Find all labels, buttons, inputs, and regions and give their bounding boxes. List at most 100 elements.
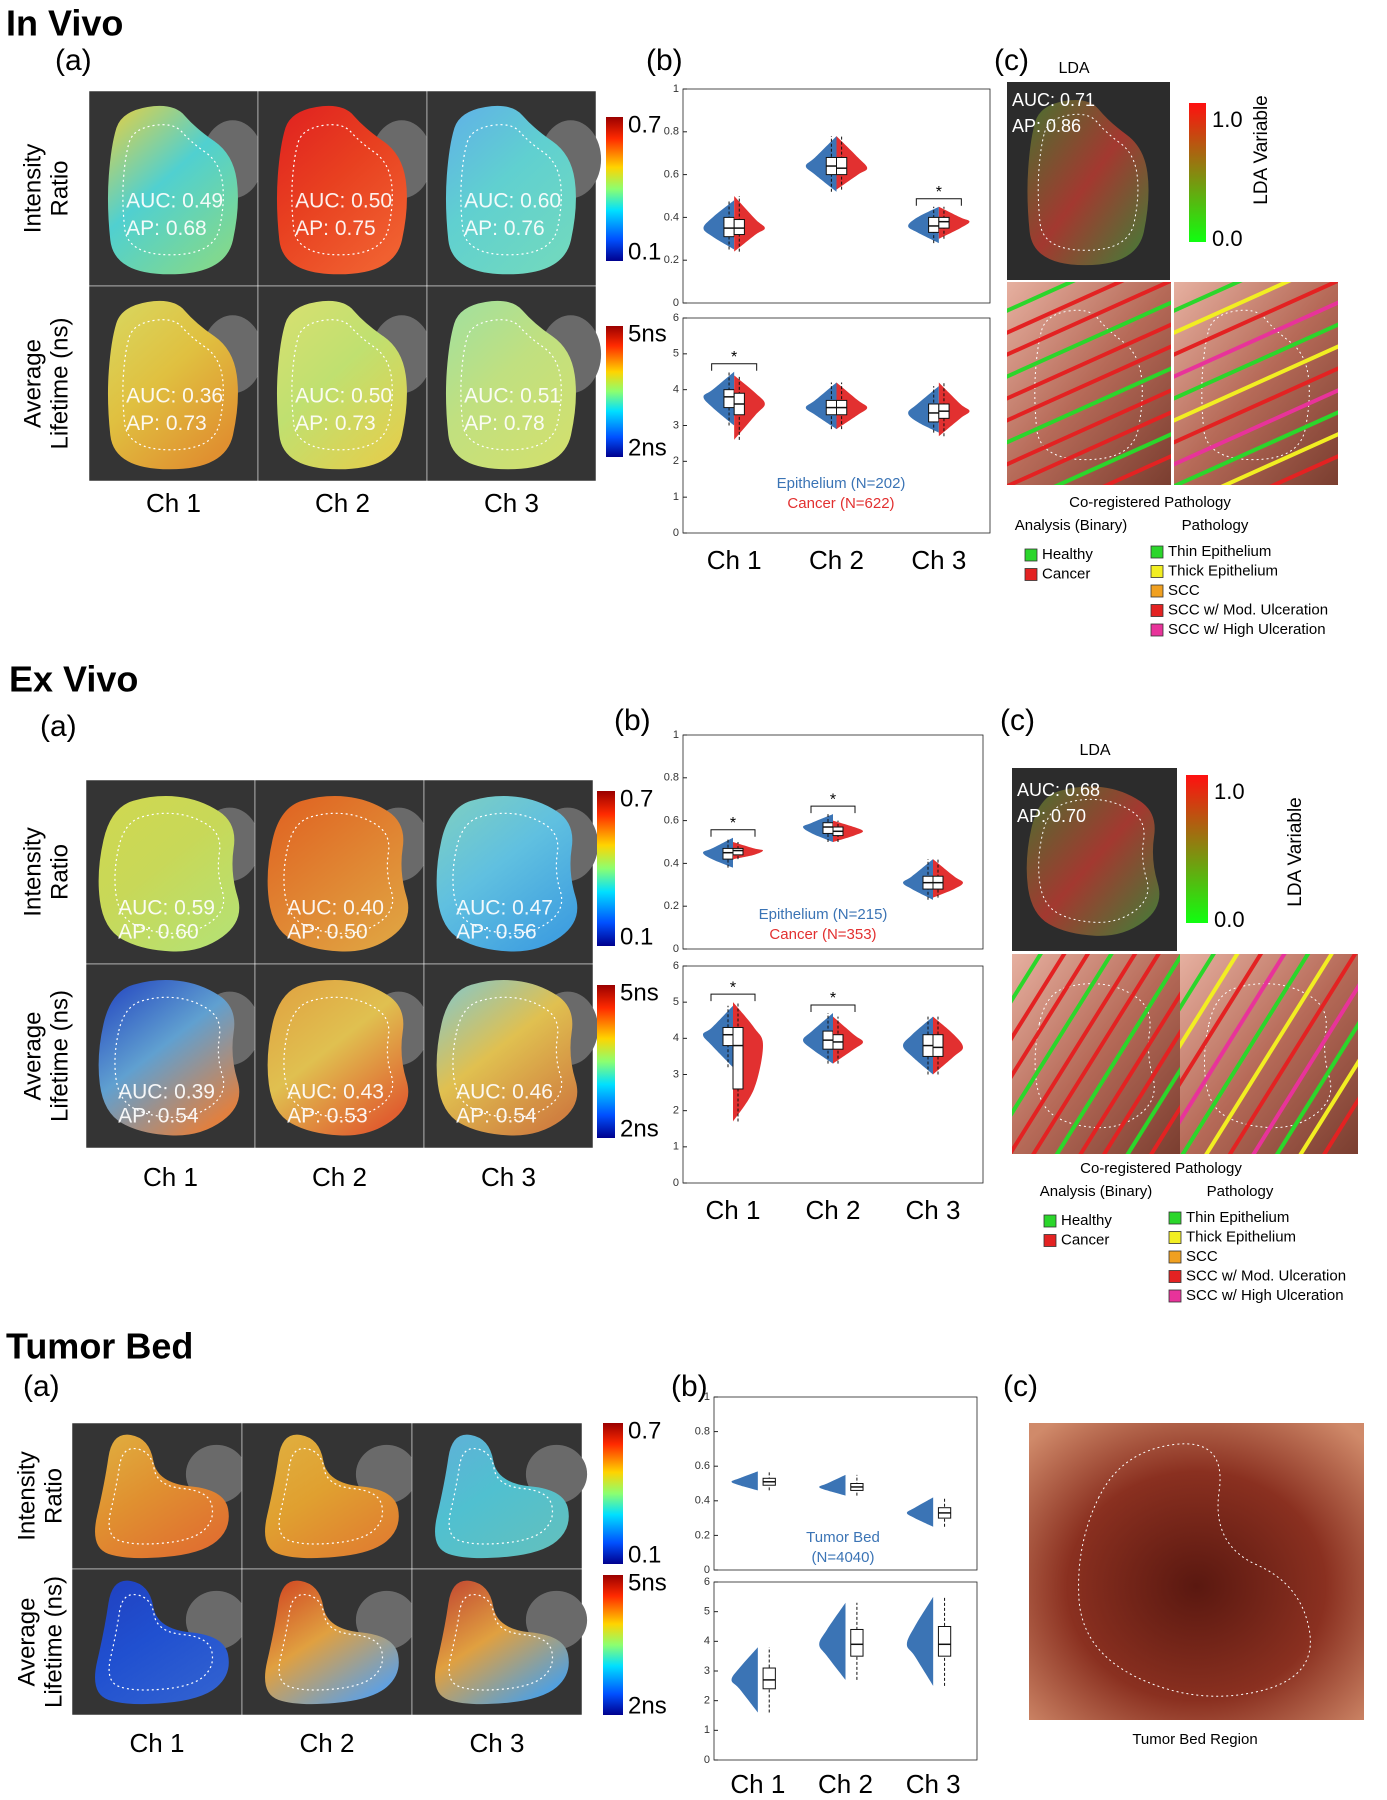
roi-outline — [122, 319, 224, 451]
box — [928, 216, 940, 233]
violin — [819, 1602, 846, 1680]
significance-star: * — [830, 990, 836, 1007]
pathology-line — [1180, 954, 1287, 1125]
pathology-line — [1012, 954, 1114, 1117]
y-tick-label: 0.8 — [695, 1426, 710, 1438]
violin — [836, 382, 868, 430]
panel-label: (c) — [1000, 704, 1035, 737]
row-label: Intensity — [19, 827, 46, 916]
y-tick-label: 1 — [673, 1141, 679, 1153]
pathology-line — [1012, 954, 1138, 1154]
metric-label: AP: 0.78 — [464, 412, 545, 435]
pathology-line — [1007, 410, 1171, 485]
violin — [833, 820, 863, 842]
pathology-lines — [1174, 282, 1338, 485]
legend-label: Thick Epithelium — [1168, 562, 1278, 579]
legend-swatch — [1043, 1214, 1057, 1228]
roi-outline — [448, 1593, 554, 1691]
y-tick-label: 0 — [673, 527, 679, 539]
pathology-line — [1007, 388, 1171, 467]
plot-frame — [682, 88, 991, 304]
legend-entry: Epithelium (N=215) — [758, 906, 888, 923]
pathology-line — [1204, 954, 1334, 1154]
box — [937, 1626, 952, 1657]
pathology-line — [1174, 282, 1292, 335]
legend-entry: Epithelium (N=202) — [776, 475, 906, 492]
box — [938, 216, 950, 229]
category-label: Ch 3 — [911, 545, 966, 575]
significance-star: * — [936, 184, 942, 201]
y-tick-label: 0.6 — [664, 815, 679, 827]
y-tick-label: 4 — [673, 1032, 679, 1044]
pathology-line — [1101, 1029, 1180, 1154]
category-label: Ch 2 — [806, 1195, 861, 1225]
colorbar-label: 5ns — [628, 320, 667, 347]
row-label: Average — [19, 339, 46, 428]
legend: Tumor Bed (N=4040) — [793, 1528, 893, 1568]
y-tick-label: 0 — [673, 1177, 679, 1189]
legend-swatch — [1150, 623, 1164, 637]
violin — [805, 136, 837, 192]
legend-label: SCC w/ High Ulceration — [1168, 621, 1326, 638]
panel-label: (b) — [646, 44, 683, 77]
pathology-caption: Co-registered Pathology — [1069, 494, 1231, 511]
lda-metric: AP: 0.70 — [1017, 806, 1086, 826]
y-tick-label: 0 — [704, 1754, 710, 1766]
colorbar-label: 0.1 — [628, 238, 661, 265]
legend-label: SCC w/ High Ulceration — [1186, 1287, 1344, 1304]
roi-outline — [291, 319, 393, 451]
pathology-line — [1174, 366, 1338, 445]
lda-colorbar — [1186, 775, 1208, 923]
roi-outline — [283, 996, 394, 1119]
pathology-line — [1220, 432, 1338, 485]
legend-entry: Cancer (N=353) — [769, 926, 877, 943]
y-tick-label: 3 — [704, 1665, 710, 1677]
metric-label: AUC: 0.36 — [126, 385, 223, 408]
section-title: Ex Vivo — [9, 659, 138, 700]
roi-outline — [108, 1593, 214, 1691]
y-tick-label: 2 — [704, 1695, 710, 1707]
metric-label: AUC: 0.60 — [464, 190, 561, 213]
violin — [906, 1497, 934, 1527]
y-tick-label: 4 — [704, 1635, 710, 1647]
significance-star: * — [830, 791, 836, 808]
box — [732, 1026, 744, 1090]
legend-label: Cancer — [1042, 565, 1090, 582]
colorbar — [597, 791, 615, 946]
metric-label: AP: 0.54 — [456, 1104, 537, 1127]
violin — [908, 206, 939, 244]
roi-outline — [278, 1447, 384, 1545]
pathology-line — [1322, 1096, 1358, 1154]
metric-label: AUC: 0.39 — [118, 1080, 215, 1103]
y-tick-label: 0.4 — [664, 857, 679, 869]
pathology-subtitle: Pathology — [1207, 1183, 1274, 1200]
violin — [803, 814, 833, 842]
channel-label: Ch 1 — [143, 1162, 198, 1192]
roi-outline — [108, 1447, 214, 1545]
row-label: Ratio — [46, 844, 73, 900]
heatmap-overlay — [276, 300, 407, 470]
metric-label: AUC: 0.59 — [118, 896, 215, 919]
category-label: Ch 2 — [809, 545, 864, 575]
pathology-line — [1251, 983, 1358, 1154]
heatmap-overlay — [267, 796, 409, 952]
pathology-line — [1007, 282, 1076, 313]
legend-swatch — [1024, 548, 1038, 562]
colorbar — [603, 1423, 623, 1564]
legend-label: SCC w/ Mod. Ulceration — [1186, 1267, 1346, 1284]
row-label: Lifetime (ns) — [46, 990, 73, 1122]
y-tick-label: 2 — [673, 455, 679, 467]
heatmap-overlay — [436, 796, 578, 952]
colorbar — [597, 985, 615, 1138]
box — [822, 822, 834, 834]
colorbar-label: 0.7 — [620, 785, 653, 812]
y-tick-label: 2 — [673, 1105, 679, 1117]
box — [723, 389, 735, 409]
box — [732, 847, 744, 856]
violin — [805, 382, 837, 430]
pathology-line — [1007, 366, 1171, 445]
y-tick-label: 0.8 — [664, 772, 679, 784]
legend-label: SCC w/ Mod. Ulceration — [1168, 601, 1328, 618]
significance-bracket — [810, 805, 856, 814]
